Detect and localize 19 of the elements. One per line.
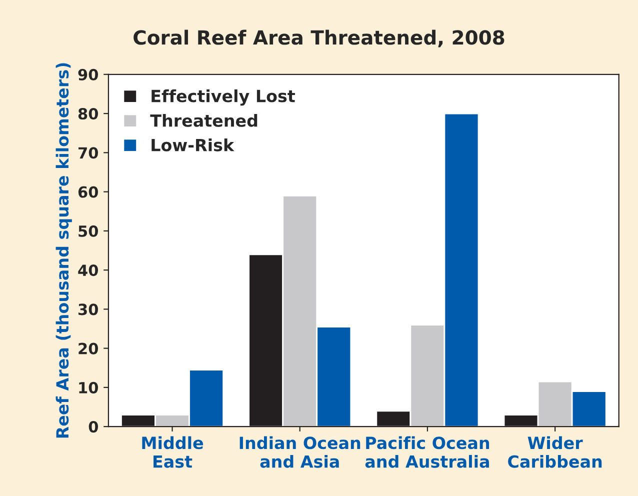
y-tick-label: 40 — [78, 264, 98, 276]
y-tick-label: 60 — [78, 186, 98, 198]
x-tick-label: Middle East — [142, 436, 204, 468]
y-tick-label: 80 — [78, 108, 98, 120]
legend-label: Threatened — [150, 114, 258, 127]
y-tick-label: 70 — [78, 147, 98, 159]
x-tick-label: Pacific Ocean and Australia — [365, 436, 490, 468]
chart-title: Coral Reef Area Threatened, 2008 — [134, 30, 504, 48]
legend-label: Effectively Lost — [152, 89, 295, 106]
x-tick-label: Indian Ocean and Asia — [240, 436, 360, 468]
y-tick-label: 20 — [78, 342, 98, 354]
y-tick-label: 90 — [78, 68, 98, 80]
y-tick-label: 30 — [78, 304, 98, 316]
legend-label: Low-Risk — [152, 138, 234, 152]
y-tick-label: 50 — [78, 225, 98, 237]
y-axis-title: Reef Area (thousand square kilometers) — [56, 63, 72, 438]
x-tick-label: Wider Caribbean — [508, 436, 602, 468]
y-tick-label: 0 — [88, 421, 98, 433]
y-tick-label: 10 — [79, 382, 98, 394]
